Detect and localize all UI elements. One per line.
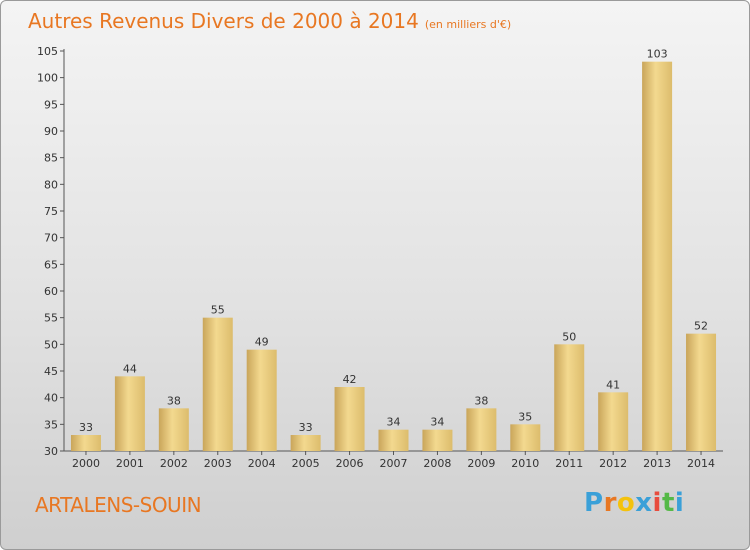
data-label: 35 bbox=[518, 410, 532, 423]
y-tick-label: 45 bbox=[44, 365, 58, 378]
data-label: 49 bbox=[255, 336, 269, 349]
data-label: 38 bbox=[167, 394, 181, 407]
data-label: 34 bbox=[430, 416, 444, 429]
bar bbox=[466, 408, 497, 451]
y-tick-label: 30 bbox=[44, 445, 58, 458]
bar bbox=[378, 429, 409, 451]
bar bbox=[70, 435, 101, 451]
chart-unit: (en milliers d'€) bbox=[424, 18, 512, 31]
y-tick-label: 70 bbox=[44, 232, 58, 245]
x-tick-label: 2014 bbox=[687, 457, 715, 470]
bar bbox=[554, 344, 585, 451]
logo-letter: i bbox=[674, 488, 685, 518]
x-tick-label: 2008 bbox=[423, 457, 451, 470]
y-tick-label: 75 bbox=[44, 205, 58, 218]
bar bbox=[686, 333, 717, 451]
data-label: 42 bbox=[343, 373, 357, 386]
bar bbox=[114, 376, 145, 451]
chart-title-block: Autres Revenus Divers de 2000 à 2014 (en … bbox=[28, 9, 511, 33]
logo-letter: i bbox=[652, 488, 662, 518]
x-tick-label: 2005 bbox=[292, 457, 320, 470]
data-label: 52 bbox=[694, 320, 708, 333]
bar bbox=[598, 392, 629, 451]
x-tick-label: 2006 bbox=[336, 457, 364, 470]
logo-letter: x bbox=[635, 488, 653, 518]
logo-letter: r bbox=[603, 488, 617, 518]
data-label: 41 bbox=[606, 378, 620, 391]
data-label: 103 bbox=[647, 48, 668, 61]
x-tick-label: 2004 bbox=[248, 457, 276, 470]
logo-letter: o bbox=[616, 488, 636, 518]
x-tick-label: 2011 bbox=[555, 457, 583, 470]
bar bbox=[202, 317, 233, 451]
y-tick-label: 55 bbox=[44, 312, 58, 325]
proxiti-logo: Proxiti bbox=[584, 488, 684, 518]
y-tick-label: 105 bbox=[37, 45, 58, 58]
data-label: 55 bbox=[211, 304, 225, 317]
data-label: 33 bbox=[79, 421, 93, 434]
y-tick-label: 95 bbox=[44, 98, 58, 111]
bar bbox=[290, 435, 321, 451]
chart-title: Autres Revenus Divers de 2000 à 2014 bbox=[28, 9, 419, 33]
y-tick-label: 60 bbox=[44, 285, 58, 298]
y-tick-label: 100 bbox=[37, 72, 58, 85]
x-tick-label: 2012 bbox=[599, 457, 627, 470]
x-tick-label: 2007 bbox=[380, 457, 408, 470]
logo-letter: t bbox=[661, 488, 675, 518]
x-tick-label: 2010 bbox=[511, 457, 539, 470]
y-tick-label: 35 bbox=[44, 418, 58, 431]
data-label: 38 bbox=[474, 394, 488, 407]
x-tick-label: 2002 bbox=[160, 457, 188, 470]
y-tick-label: 90 bbox=[44, 125, 58, 138]
x-tick-label: 2000 bbox=[72, 457, 100, 470]
bar bbox=[246, 349, 277, 451]
y-tick-label: 80 bbox=[44, 178, 58, 191]
data-label: 50 bbox=[562, 330, 576, 343]
bar bbox=[334, 387, 365, 451]
bar bbox=[422, 429, 453, 451]
x-tick-label: 2009 bbox=[467, 457, 495, 470]
data-label: 44 bbox=[123, 362, 137, 375]
data-label: 33 bbox=[299, 421, 313, 434]
x-tick-label: 2003 bbox=[204, 457, 232, 470]
y-tick-label: 50 bbox=[44, 338, 58, 351]
y-tick-label: 85 bbox=[44, 152, 58, 165]
x-tick-label: 2013 bbox=[643, 457, 671, 470]
bar bbox=[158, 408, 189, 451]
logo-letter: P bbox=[584, 488, 604, 518]
data-label: 34 bbox=[387, 416, 401, 429]
bar bbox=[510, 424, 541, 451]
x-tick-label: 2001 bbox=[116, 457, 144, 470]
y-tick-label: 65 bbox=[44, 258, 58, 271]
y-tick-label: 40 bbox=[44, 392, 58, 405]
place-name: ARTALENS-SOUIN bbox=[35, 493, 202, 517]
bar bbox=[642, 61, 673, 452]
